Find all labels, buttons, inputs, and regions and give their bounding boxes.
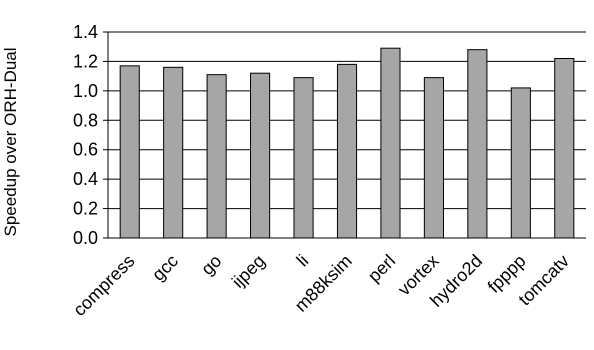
y-tick-label: 1.2 (73, 51, 98, 71)
bar-m88ksim (336, 63, 358, 239)
bar-ijpeg (250, 72, 271, 239)
bar-tomcatv (554, 57, 575, 239)
bars (119, 47, 575, 239)
bar-compress (119, 65, 140, 239)
bar-fpppp (510, 87, 531, 239)
y-axis-label: Speedup over ORH-Dual (1, 48, 20, 237)
bar-li (293, 77, 314, 239)
y-tick-label: 1.0 (73, 81, 98, 101)
y-tick-label: 0.8 (73, 110, 98, 130)
x-tick-label: go (197, 251, 225, 279)
bar-vortex (423, 77, 444, 239)
y-tick-labels: 0.0 0.2 0.4 0.6 0.8 1.0 1.2 1.4 (73, 22, 98, 248)
bar-gcc (163, 66, 184, 239)
y-tick-label: 1.4 (73, 22, 98, 42)
y-tick-label: 0.2 (73, 199, 98, 219)
x-tick-label: li (293, 251, 313, 271)
y-tick-label: 0.4 (73, 169, 98, 189)
x-tick-label: ijpeg (228, 251, 269, 292)
x-tick-label: compress (69, 251, 138, 320)
x-tick-label: gcc (148, 251, 182, 285)
y-tick-label: 0.6 (73, 140, 98, 160)
bar-go (206, 74, 227, 239)
axes (107, 32, 586, 239)
bar-hydro2d (467, 49, 488, 239)
bar-perl (380, 47, 401, 239)
x-tick-label: perl (364, 251, 399, 286)
y-tick-label: 0.0 (73, 228, 98, 248)
